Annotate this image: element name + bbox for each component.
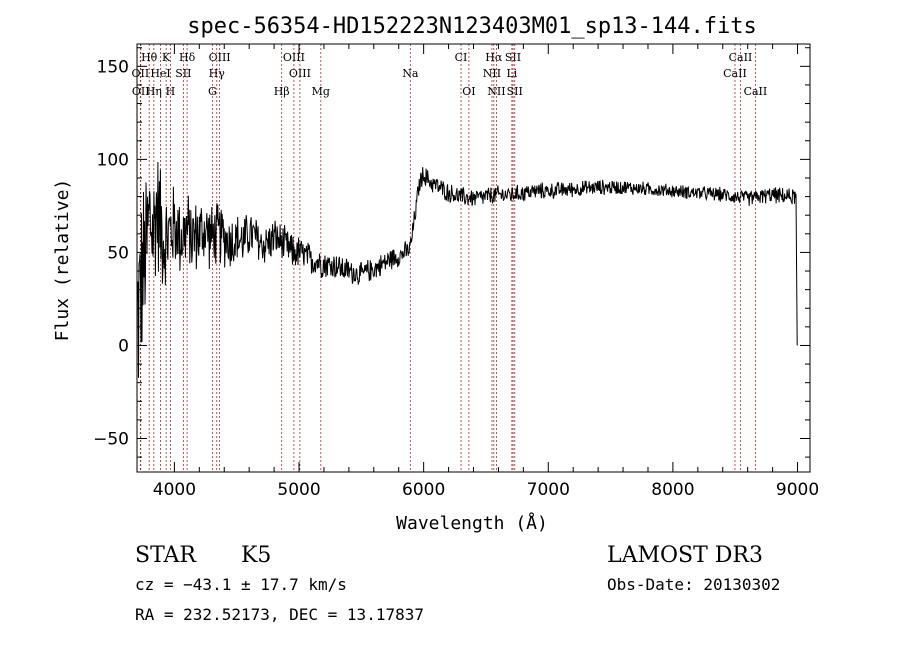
y-tick-label: 50 <box>107 243 129 263</box>
y-tick-label: 100 <box>97 150 129 170</box>
spectral-line-label: CaII <box>723 67 747 80</box>
spectral-line-label: HeI <box>150 67 170 80</box>
y-tick-label: 0 <box>118 336 129 356</box>
spectral-line-label: Hθ <box>141 51 158 64</box>
observation-date: Obs-Date: 20130302 <box>607 575 780 594</box>
spectral-line-label: NII <box>487 85 505 98</box>
spectral-line-label: Hβ <box>274 85 290 98</box>
spectral-line-label: G <box>208 85 217 98</box>
x-tick-label: 4000 <box>153 480 196 500</box>
x-tick-label: 7000 <box>527 480 570 500</box>
x-tick-label: 6000 <box>402 480 445 500</box>
spectral-line-label: Hη <box>146 85 162 98</box>
object-class: STAR <box>135 543 197 568</box>
y-tick-label: 150 <box>97 57 129 77</box>
x-tick-label: 5000 <box>277 480 320 500</box>
spectral-line-label: SII <box>505 51 521 64</box>
x-tick-label: 8000 <box>651 480 694 500</box>
y-axis: −50 0 50 100 150 <box>93 47 810 458</box>
spectral-line-label: Hα <box>485 51 503 64</box>
spectral-line-label: OIII <box>289 67 311 80</box>
spectral-line-label: NII <box>483 67 501 80</box>
spectral-line-label: SII <box>175 67 191 80</box>
spectral-line-label: Hγ <box>209 67 226 80</box>
spectral-line-label: SII <box>507 85 523 98</box>
spectral-line-label: K <box>162 51 171 64</box>
spectral-line-label: Li <box>506 67 517 80</box>
spectral-line-label: OI <box>462 85 475 98</box>
x-axis: 4000 5000 6000 7000 8000 9000 <box>153 44 819 500</box>
coordinates: RA = 232.52173, DEC = 13.17837 <box>135 605 424 624</box>
spectrum-series <box>136 161 798 378</box>
spectral-line-label: CaII <box>744 85 768 98</box>
spectral-line-label: Hδ <box>179 51 196 64</box>
chart-title: spec-56354-HD152223N123403M01_sp13-144.f… <box>187 14 757 39</box>
spectral-line-label: Na <box>402 67 419 80</box>
survey-name: LAMOST DR3 <box>607 543 763 568</box>
spectral-line-label: OIII <box>209 51 231 64</box>
spectral-line-label: H <box>166 85 176 98</box>
y-tick-label: −50 <box>93 430 129 450</box>
redshift-cz: cz = −43.1 ± 17.7 km/s <box>135 575 347 594</box>
spectral-line-label: OIII <box>283 51 305 64</box>
spectral-line-label: Mg <box>312 85 330 98</box>
spectrum-line <box>136 161 798 378</box>
x-tick-label: 9000 <box>776 480 819 500</box>
object-subclass: K5 <box>241 543 271 568</box>
plot-frame <box>136 43 811 473</box>
y-axis-label: Flux (relative) <box>52 179 73 342</box>
spectral-line-label: OII <box>132 85 150 98</box>
spectral-line-label: CaII <box>729 51 753 64</box>
spectral-line-label: CI <box>455 51 468 64</box>
x-axis-label: Wavelength (Å) <box>396 512 548 534</box>
